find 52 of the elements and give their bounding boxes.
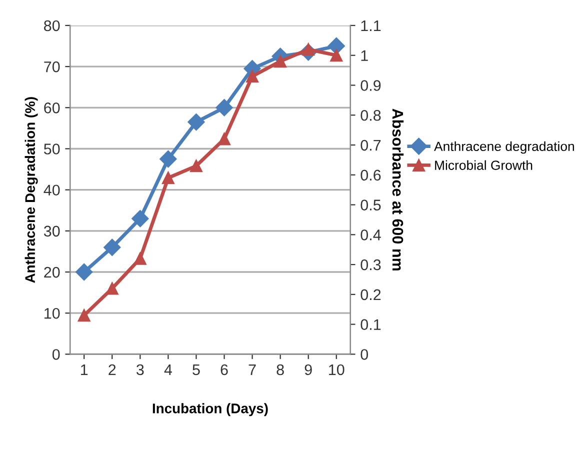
y2-tick-label: 0.1 <box>360 319 381 330</box>
y-tick-label: 0 <box>52 349 60 360</box>
point <box>132 210 149 228</box>
y-tick-label: 10 <box>44 308 60 319</box>
x-tick-label: 4 <box>164 364 172 375</box>
point <box>134 252 146 265</box>
y2-tick-label: 0.3 <box>360 259 381 270</box>
x-tick-label: 8 <box>276 364 284 376</box>
y-tick-label: 20 <box>44 266 60 278</box>
y2-tick-label: 0.6 <box>360 170 381 181</box>
y2-tick-label: 0.2 <box>360 289 381 300</box>
y2-tick-label: 0.9 <box>360 80 381 91</box>
point <box>106 282 118 295</box>
legend-label: Microbial Growth <box>435 160 532 170</box>
point <box>328 37 345 55</box>
x-tick-label: 2 <box>108 364 116 375</box>
y-tick-label: 30 <box>44 226 60 237</box>
x-tick-label: 10 <box>329 364 344 376</box>
x-tick-label: 6 <box>220 364 228 376</box>
point <box>162 172 174 184</box>
legend-label: Anthracene degradation <box>434 141 574 154</box>
y-tick-label: 80 <box>44 20 60 32</box>
x-axis-title: Incubation (Days) <box>152 403 268 416</box>
y2-tick-label: 1 <box>361 50 368 61</box>
x-tick-label: 5 <box>192 364 200 376</box>
point <box>104 238 121 256</box>
x-tick-label: 3 <box>136 364 144 376</box>
y2-tick-label: 0.7 <box>360 140 381 151</box>
point <box>190 160 202 172</box>
point <box>330 49 343 62</box>
point <box>78 309 90 322</box>
y-tick-label: 60 <box>44 102 60 114</box>
point <box>160 150 177 168</box>
point <box>188 113 205 131</box>
y-axis-title: Anthracene Degradation (%) <box>24 97 38 283</box>
x-tick-label: 1 <box>81 364 88 375</box>
y2-tick-label: 0.4 <box>360 230 381 240</box>
y-tick-label: 40 <box>44 184 60 196</box>
point <box>216 99 233 116</box>
y-tick-label: 70 <box>44 61 60 72</box>
x-tick-label: 7 <box>248 364 256 375</box>
y-tick-label: 50 <box>44 144 60 154</box>
x-tick-label: 9 <box>304 364 312 376</box>
y2-tick-label: 0.8 <box>360 110 381 121</box>
point <box>218 132 231 146</box>
point <box>246 70 259 83</box>
y2-axis-title: Absorbance at 600 nm <box>392 108 404 270</box>
point <box>76 263 93 281</box>
y2-tick-label: 0.5 <box>360 200 381 210</box>
y2-tick-label: 0 <box>360 349 368 360</box>
y2-tick-label: 1.1 <box>361 20 381 31</box>
point <box>274 55 287 68</box>
